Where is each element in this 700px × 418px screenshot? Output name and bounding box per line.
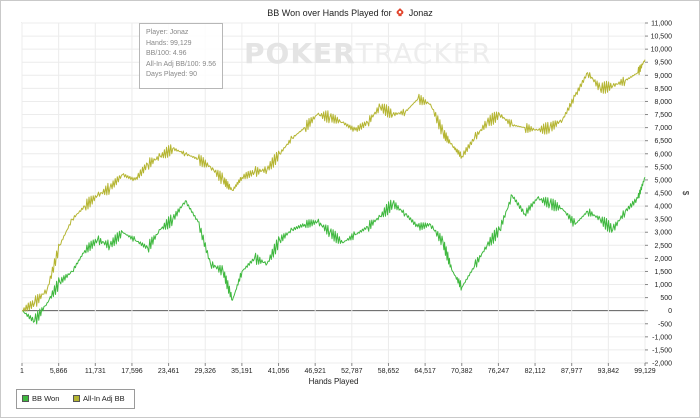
legend-label-bb-won: BB Won bbox=[32, 394, 60, 403]
pokertracker-watermark: POKERTRACKER bbox=[244, 37, 492, 70]
chart-legend: BB Won All-In Adj BB bbox=[16, 389, 135, 409]
x-tick-label: 35,191 bbox=[231, 368, 253, 375]
x-tick-label: 41,056 bbox=[268, 368, 290, 375]
x-tick-label: 46,921 bbox=[304, 368, 326, 375]
x-tick-label: 64,517 bbox=[414, 368, 436, 375]
y-tick-label: 3,500 bbox=[654, 217, 672, 224]
info-hands: Hands: 99,129 bbox=[146, 39, 192, 47]
poker-chip-icon bbox=[396, 8, 404, 17]
x-tick-label: 99,129 bbox=[634, 368, 656, 375]
y-tick-label: 2,500 bbox=[654, 243, 672, 250]
y-tick-label: 5,500 bbox=[654, 164, 672, 171]
y-tick-label: 10,500 bbox=[651, 34, 673, 41]
x-tick-label: 52,787 bbox=[341, 368, 363, 375]
x-tick-label: 76,247 bbox=[488, 368, 510, 375]
x-tick-label: 23,461 bbox=[158, 368, 180, 375]
info-bb100: BB/100: 4.96 bbox=[146, 50, 187, 57]
y-tick-label: 7,500 bbox=[654, 112, 672, 119]
y-tick-label: 1,500 bbox=[654, 269, 672, 276]
y-tick-label: 2,000 bbox=[654, 256, 672, 263]
y-tick-label: 4,000 bbox=[654, 204, 672, 211]
y-tick-label: 0 bbox=[668, 308, 672, 315]
y-tick-label: 9,500 bbox=[654, 60, 672, 67]
x-tick-label: 1 bbox=[20, 368, 24, 375]
info-allin: All-In Adj BB/100: 9.56 bbox=[146, 60, 217, 68]
info-days: Days Played: 90 bbox=[146, 71, 197, 78]
series-line-bb-won bbox=[22, 177, 646, 325]
y-tick-label: 7,000 bbox=[654, 125, 672, 132]
legend-label-allin-adj: All-In Adj BB bbox=[83, 394, 125, 403]
player-name: Jonaz bbox=[408, 8, 433, 18]
y-tick-label: 1,000 bbox=[654, 282, 672, 289]
x-tick-label: 87,977 bbox=[561, 368, 583, 375]
y-tick-label: 6,000 bbox=[654, 151, 672, 158]
x-tick-label: 5,866 bbox=[50, 368, 68, 375]
legend-item-allin-adj[interactable]: All-In Adj BB bbox=[73, 394, 125, 403]
y-tick-label: -2,000 bbox=[652, 361, 672, 368]
x-axis-label: Hands Played bbox=[309, 377, 359, 386]
y-tick-label: 4,500 bbox=[654, 191, 672, 198]
y-tick-label: 3,000 bbox=[654, 230, 672, 237]
y-tick-label: -1,000 bbox=[652, 334, 672, 341]
y-tick-label: 9,000 bbox=[654, 73, 672, 80]
y-tick-label: 10,000 bbox=[651, 47, 673, 54]
y-tick-label: 500 bbox=[660, 295, 672, 302]
y-tick-label: 11,000 bbox=[651, 21, 672, 28]
y-tick-label: 6,500 bbox=[654, 138, 672, 145]
legend-swatch-bb-won bbox=[22, 395, 29, 402]
x-tick-label: 29,326 bbox=[195, 368, 217, 375]
legend-swatch-allin-adj bbox=[73, 395, 80, 402]
y-tick-label: -500 bbox=[658, 321, 672, 328]
x-tick-label: 93,842 bbox=[598, 368, 620, 375]
y-axis-label: $ bbox=[681, 191, 690, 196]
x-tick-label: 70,382 bbox=[451, 368, 473, 375]
y-tick-label: 8,500 bbox=[654, 86, 672, 93]
x-tick-label: 58,652 bbox=[378, 368, 400, 375]
y-tick-label: 8,000 bbox=[654, 99, 672, 106]
x-tick-label: 11,731 bbox=[85, 368, 106, 375]
info-player: Player: Jonaz bbox=[146, 29, 189, 36]
chart-title: BB Won over Hands Played for Jonaz bbox=[0, 8, 700, 18]
chart-title-text: BB Won over Hands Played for bbox=[267, 8, 392, 18]
y-tick-label: 5,000 bbox=[654, 177, 672, 184]
series-line-allin-adj-bb bbox=[21, 59, 646, 312]
x-tick-label: 17,596 bbox=[121, 368, 143, 375]
x-tick-label: 82,112 bbox=[525, 368, 546, 375]
legend-item-bb-won[interactable]: BB Won bbox=[22, 394, 59, 403]
y-tick-label: -1,500 bbox=[652, 347, 672, 354]
stats-infobox: Player: Jonaz Hands: 99,129 BB/100: 4.96… bbox=[139, 23, 223, 89]
